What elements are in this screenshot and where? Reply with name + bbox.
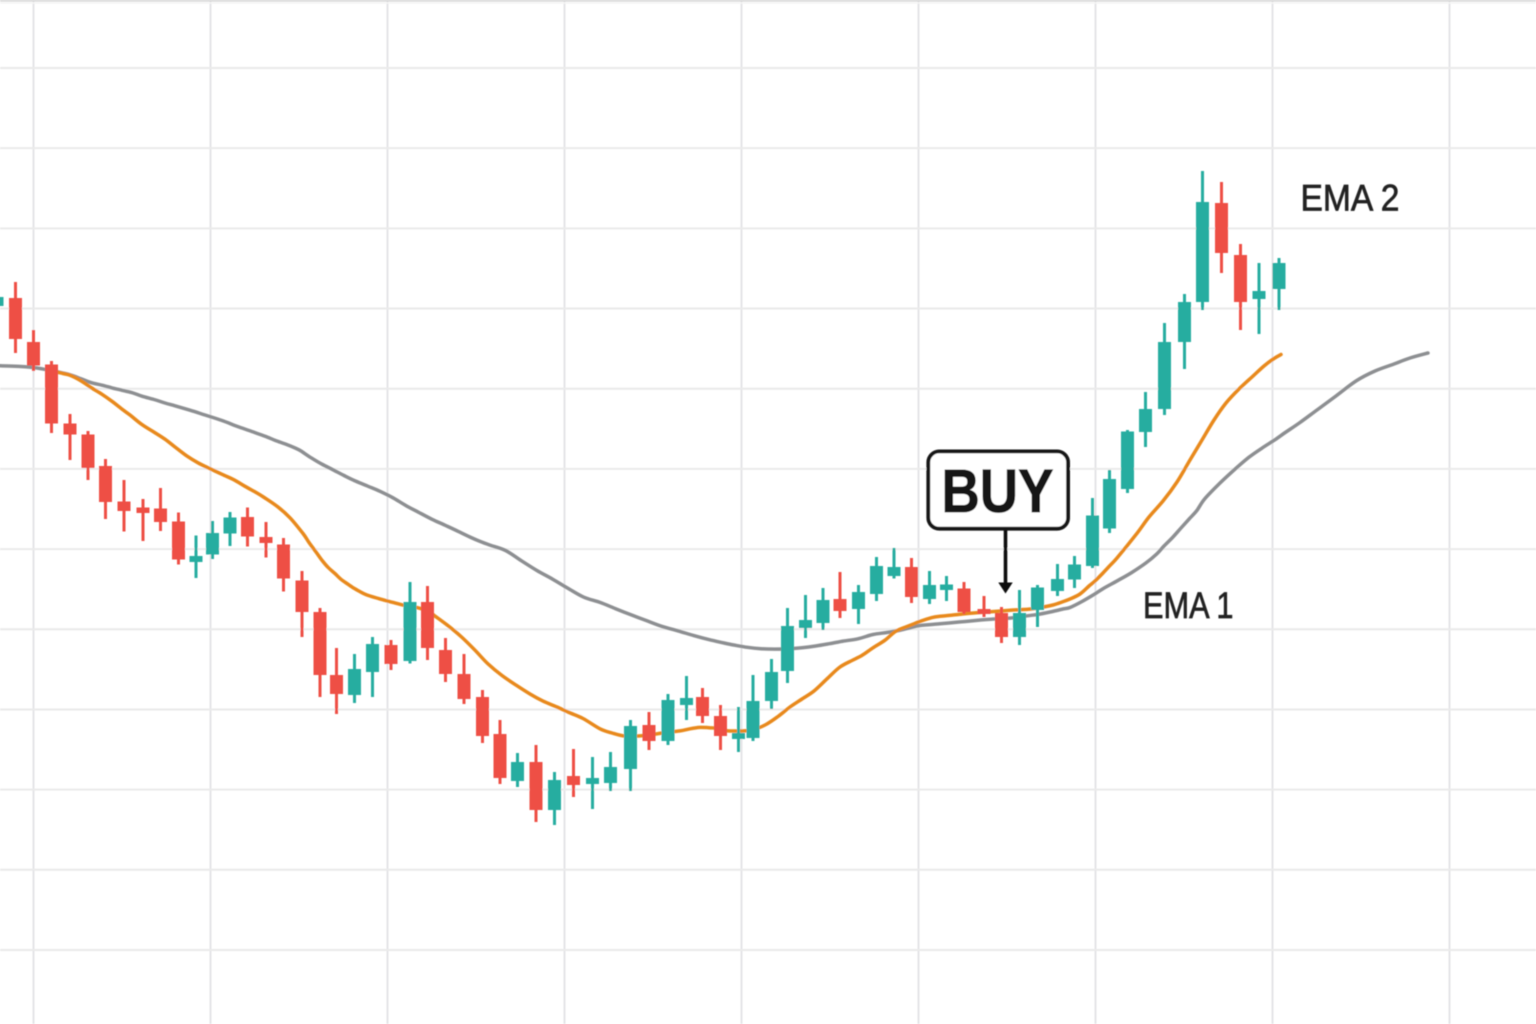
svg-text:EMA 2: EMA 2 <box>1301 178 1400 219</box>
svg-text:BUY: BUY <box>942 457 1054 525</box>
svg-text:EMA 1: EMA 1 <box>1143 585 1234 626</box>
